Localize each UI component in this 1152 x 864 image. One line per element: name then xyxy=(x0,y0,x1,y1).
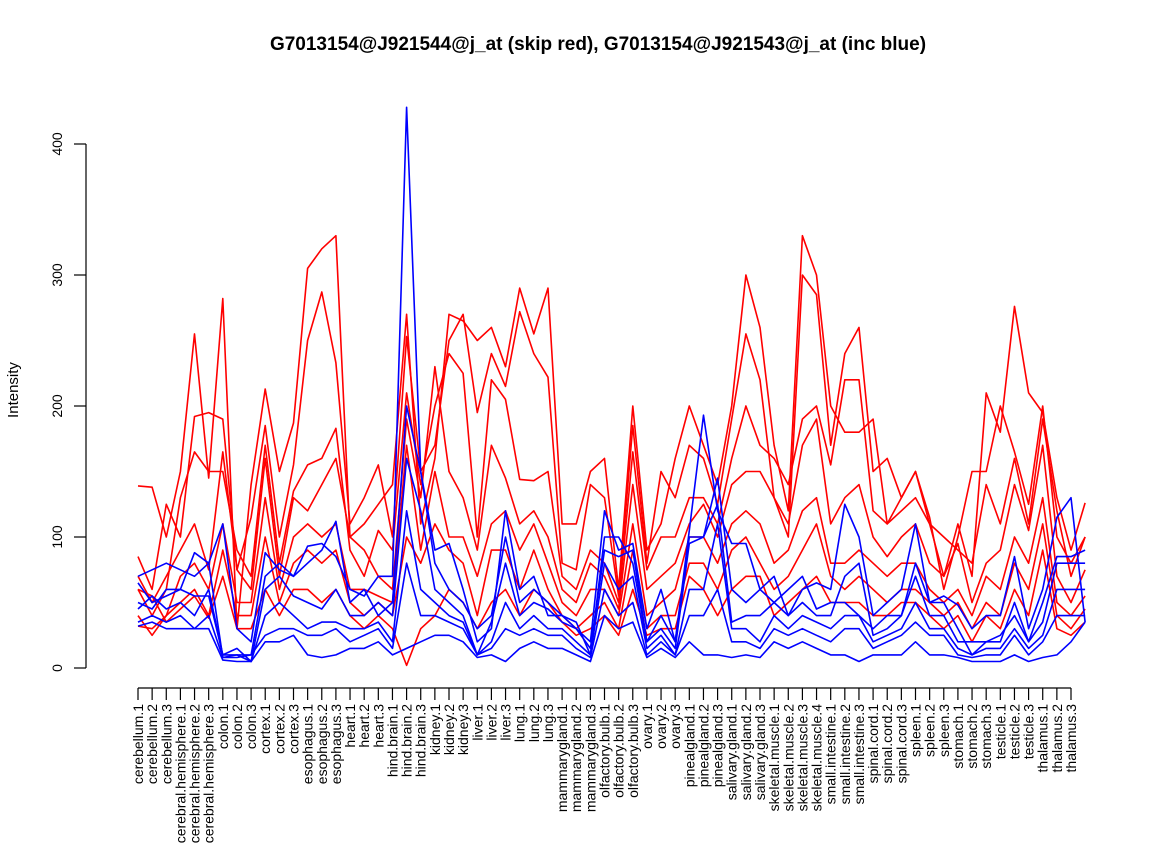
x-tick-label: cortex.2 xyxy=(271,704,287,754)
x-tick-label: heart.1 xyxy=(342,704,358,748)
x-tick-label: colon.3 xyxy=(243,704,259,749)
x-tick-label: hind.brain.2 xyxy=(399,704,415,777)
x-tick-label: skeletal.muscle.4 xyxy=(809,704,825,812)
x-tick-label: colon.2 xyxy=(229,704,245,749)
inc-blue-series-line xyxy=(137,106,1086,643)
x-tick-label: cerebellum.3 xyxy=(158,704,174,784)
x-tick-label: thalamus.2 xyxy=(1049,704,1065,773)
x-tick-label: stomach.2 xyxy=(964,704,980,769)
x-tick-label: lung.3 xyxy=(540,704,556,742)
y-axis: 0 100 200 300 400 xyxy=(49,132,87,672)
x-tick-label: colon.1 xyxy=(215,704,231,749)
x-tick-label: heart.3 xyxy=(370,704,386,748)
x-tick-label: kidney.3 xyxy=(455,704,471,755)
x-tick-label: pinealgland.2 xyxy=(695,704,711,788)
x-tick-label: hind.brain.1 xyxy=(384,704,400,777)
skip-red-series-line xyxy=(137,365,1086,610)
x-tick-label: mammarygland.3 xyxy=(582,704,598,812)
x-tick-label: liver.3 xyxy=(498,704,514,741)
x-tick-label: testicle.3 xyxy=(1021,704,1037,759)
x-tick-label: spleen.2 xyxy=(922,704,938,757)
x-tick-label: olfactory.bulb.3 xyxy=(625,704,641,798)
x-tick-label: esophagus.1 xyxy=(300,704,316,784)
x-tick-label: kidney.1 xyxy=(427,704,443,755)
x-tick-label: liver.1 xyxy=(469,704,485,741)
x-tick-label: esophagus.3 xyxy=(328,704,344,784)
x-tick-label: mammarygland.2 xyxy=(568,704,584,812)
x-tick-label: cortex.3 xyxy=(286,704,302,754)
x-tick-label: skeletal.muscle.1 xyxy=(766,704,782,812)
x-tick-label: skeletal.muscle.2 xyxy=(780,704,796,812)
x-tick-label: testicle.1 xyxy=(992,704,1008,759)
x-tick-label: ovary.1 xyxy=(639,704,655,749)
y-tick-label: 0 xyxy=(49,664,65,672)
x-tick-label: spleen.3 xyxy=(936,704,952,757)
x-tick-label: kidney.2 xyxy=(441,704,457,755)
x-axis: cerebellum.1cerebellum.2cerebellum.3cere… xyxy=(130,687,1079,844)
x-tick-label: stomach.1 xyxy=(950,704,966,769)
x-tick-label: spinal.cord.1 xyxy=(865,704,881,784)
x-tick-label: cerebral.hemisphere.3 xyxy=(201,704,217,844)
inc-blue-series-line xyxy=(137,509,1086,663)
x-tick-label: liver.2 xyxy=(483,704,499,741)
x-tick-label: cerebellum.1 xyxy=(130,704,146,784)
skip-red-series-line xyxy=(137,352,1086,617)
x-tick-label: lung.2 xyxy=(526,704,542,742)
x-tick-label: ovary.2 xyxy=(653,704,669,749)
x-tick-label: salivary.gland.1 xyxy=(724,704,740,800)
y-tick-label: 300 xyxy=(49,263,65,287)
x-tick-label: olfactory.bulb.1 xyxy=(597,704,613,798)
x-tick-label: spinal.cord.2 xyxy=(879,704,895,784)
x-tick-label: skeletal.muscle.3 xyxy=(794,704,810,812)
skip-red-series-line xyxy=(137,444,1086,637)
series-lines xyxy=(137,106,1086,667)
x-tick-label: cortex.1 xyxy=(257,704,273,754)
x-tick-label: thalamus.1 xyxy=(1035,704,1051,773)
x-tick-label: hind.brain.3 xyxy=(413,704,429,777)
inc-blue-series-line xyxy=(137,405,1086,659)
y-tick-label: 200 xyxy=(49,394,65,418)
x-tick-label: thalamus.3 xyxy=(1063,704,1079,773)
x-tick-label: olfactory.bulb.2 xyxy=(611,704,627,798)
x-tick-label: salivary.gland.3 xyxy=(752,704,768,800)
skip-red-series-line xyxy=(137,549,1086,667)
x-tick-label: mammarygland.1 xyxy=(554,704,570,812)
x-tick-label: cerebellum.2 xyxy=(144,704,160,784)
x-tick-label: cerebral.hemisphere.1 xyxy=(172,704,188,844)
y-axis-label: Intensity xyxy=(5,362,22,418)
x-tick-label: pinealgland.3 xyxy=(710,704,726,788)
inc-blue-series-line xyxy=(137,562,1086,659)
x-tick-label: small.intestine.1 xyxy=(823,704,839,805)
inc-blue-series-line xyxy=(137,614,1086,663)
x-tick-label: ovary.3 xyxy=(667,704,683,749)
skip-red-series-line xyxy=(137,523,1086,630)
inc-blue-series-line xyxy=(137,457,1086,663)
x-tick-label: small.intestine.2 xyxy=(837,704,853,805)
x-tick-label: salivary.gland.2 xyxy=(738,704,754,800)
x-tick-label: spinal.cord.3 xyxy=(893,704,909,784)
chart-title: G7013154@J921544@j_at (skip red), G70131… xyxy=(270,34,926,55)
skip-red-series-line xyxy=(137,274,1086,597)
x-tick-label: testicle.2 xyxy=(1006,704,1022,759)
x-tick-label: cerebral.hemisphere.2 xyxy=(187,704,203,844)
x-tick-label: pinealgland.1 xyxy=(681,704,697,788)
x-tick-label: heart.2 xyxy=(356,704,372,748)
x-tick-label: lung.1 xyxy=(512,704,528,742)
x-tick-label: stomach.3 xyxy=(978,704,994,769)
y-tick-label: 400 xyxy=(49,132,65,156)
y-tick-label: 100 xyxy=(49,525,65,549)
skip-red-series-line xyxy=(137,234,1086,630)
x-tick-label: esophagus.2 xyxy=(314,704,330,784)
x-tick-label: spleen.1 xyxy=(908,704,924,757)
x-tick-label: small.intestine.3 xyxy=(851,704,867,805)
